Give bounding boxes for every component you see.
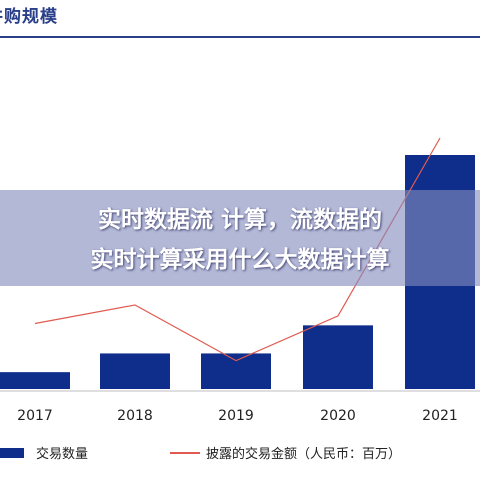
overlay-line-2: 实时计算采用什么大数据计算 — [90, 247, 390, 273]
legend-bar-swatch — [0, 448, 24, 458]
bar-2020 — [303, 325, 373, 389]
bar-2019 — [201, 353, 271, 389]
x-tick-2020: 2020 — [320, 408, 356, 424]
title-divider — [0, 36, 480, 38]
legend-line-label: 披露的交易金额（人民币：百万） — [206, 447, 402, 462]
x-tick-2017: 2017 — [17, 408, 53, 424]
overlay-banner — [0, 190, 480, 286]
legend-bar-label: 交易数量 — [36, 447, 89, 462]
legend-line-swatch — [170, 452, 200, 454]
x-tick-2019: 2019 — [218, 408, 254, 424]
overlay-line-1: 实时数据流 计算，流数据的 — [97, 207, 382, 233]
chart-title: 并购规模 — [0, 7, 58, 27]
x-tick-2021: 2021 — [422, 408, 458, 424]
x-tick-2018: 2018 — [117, 408, 153, 424]
bar-2017 — [0, 372, 70, 389]
bar-2018 — [100, 353, 170, 389]
